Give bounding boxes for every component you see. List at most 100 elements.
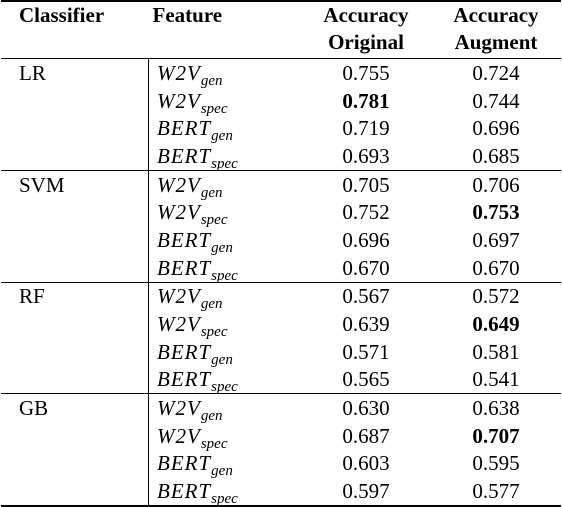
accuracy-original: 0.687 bbox=[342, 423, 390, 448]
table-row: W2Vspec 0.752 0.753 bbox=[1, 198, 561, 228]
accuracy-original: 0.571 bbox=[342, 339, 390, 364]
classifier: RF bbox=[19, 284, 45, 309]
accuracy-cell: 0.567 bbox=[301, 281, 431, 311]
accuracy-original: 0.696 bbox=[342, 227, 390, 252]
feature-cell: BERTspec bbox=[148, 253, 301, 284]
accuracy-original: 0.719 bbox=[342, 116, 390, 141]
accuracy-augment: 0.581 bbox=[472, 339, 520, 364]
classifier-cell bbox=[1, 142, 149, 170]
accuracy-cell: 0.541 bbox=[431, 366, 561, 394]
classifier-cell bbox=[1, 366, 149, 394]
accuracy-cell: 0.595 bbox=[431, 450, 561, 478]
feature-sub: gen bbox=[211, 128, 233, 145]
accuracy-cell: 0.697 bbox=[431, 226, 561, 254]
header-text: Feature bbox=[152, 3, 223, 27]
classifier-cell bbox=[1, 422, 149, 450]
classifier: GB bbox=[19, 396, 49, 421]
accuracy-augment: 0.638 bbox=[472, 396, 520, 421]
classifier-cell bbox=[1, 450, 149, 478]
feature-sub: spec bbox=[200, 324, 228, 341]
feature-sub: gen bbox=[200, 408, 223, 425]
accuracy-cell: 0.755 bbox=[301, 57, 431, 87]
accuracy-augment: 0.744 bbox=[472, 88, 520, 113]
accuracy-original: 0.755 bbox=[342, 60, 390, 85]
accuracy-cell: 0.639 bbox=[301, 310, 431, 338]
classifier-cell bbox=[1, 310, 149, 338]
accuracy-cell: 0.687 bbox=[301, 422, 431, 450]
accuracy-cell: 0.685 bbox=[431, 142, 561, 170]
feature-base: W2V bbox=[157, 200, 201, 225]
accuracy-augment: 0.724 bbox=[472, 60, 520, 85]
accuracy-cell: 0.719 bbox=[301, 114, 431, 142]
feature-cell: BERTgen bbox=[148, 114, 301, 145]
feature-base: BERT bbox=[157, 227, 212, 252]
accuracy-original: 0.639 bbox=[342, 312, 390, 337]
classifier-cell: SVM bbox=[1, 169, 149, 199]
feature-sub: spec bbox=[211, 379, 238, 396]
accuracy-cell: 0.649 bbox=[431, 310, 561, 338]
feature-base: W2V bbox=[157, 172, 201, 197]
feature-cell: W2Vspec bbox=[148, 86, 301, 116]
table-row: BERTspec 0.597 0.577 bbox=[1, 477, 561, 507]
accuracy-cell: 0.706 bbox=[431, 169, 561, 199]
table-row: RF W2Vgen 0.567 0.572 bbox=[1, 281, 561, 313]
accuracy-original: 0.603 bbox=[342, 451, 390, 476]
table-row: BERTspec 0.670 0.670 bbox=[1, 253, 561, 284]
header-cell: Feature bbox=[148, 0, 301, 59]
feature-cell: BERTgen bbox=[148, 226, 301, 257]
feature-base: W2V bbox=[157, 88, 201, 113]
accuracy-cell: 0.581 bbox=[431, 338, 561, 366]
feature-base: BERT bbox=[157, 367, 212, 392]
accuracy-original: 0.630 bbox=[342, 396, 390, 421]
table-row: W2Vspec 0.781 0.744 bbox=[1, 86, 561, 116]
feature-cell: BERTspec bbox=[148, 142, 301, 173]
accuracy-augment: 0.696 bbox=[472, 116, 520, 141]
classifier-cell bbox=[1, 87, 149, 115]
accuracy-cell: 0.565 bbox=[301, 366, 431, 394]
accuracy-original: 0.752 bbox=[342, 200, 390, 225]
accuracy-cell: 0.670 bbox=[301, 254, 431, 282]
table-row: BERTgen 0.696 0.697 bbox=[1, 226, 561, 257]
accuracy-cell: 0.696 bbox=[301, 226, 431, 254]
feature-sub: gen bbox=[211, 463, 233, 480]
accuracy-cell: 0.571 bbox=[301, 338, 431, 366]
feature-cell: W2Vspec bbox=[148, 421, 301, 451]
accuracy-cell: 0.705 bbox=[301, 169, 431, 199]
table-row: SVM W2Vgen 0.705 0.706 bbox=[1, 169, 561, 200]
accuracy-cell: 0.753 bbox=[431, 198, 561, 226]
classifier-cell: GB bbox=[1, 393, 149, 422]
feature-base: BERT bbox=[157, 479, 212, 504]
header-text: Original bbox=[328, 30, 404, 54]
header-text: Accuracy bbox=[453, 3, 539, 27]
classifier: SVM bbox=[19, 172, 65, 197]
accuracy-cell: 0.744 bbox=[431, 87, 561, 115]
table-row: BERTspec 0.693 0.685 bbox=[1, 142, 561, 173]
feature-base: BERT bbox=[157, 451, 212, 476]
classifier-cell: LR bbox=[1, 57, 149, 87]
table-row: GB W2Vgen 0.630 0.638 bbox=[1, 393, 561, 425]
accuracy-augment: 0.649 bbox=[472, 312, 520, 337]
feature-sub: gen bbox=[200, 296, 223, 313]
table-row: BERTgen 0.603 0.595 bbox=[1, 449, 561, 480]
header-text: Accuracy bbox=[323, 3, 409, 27]
header-row: Classifier Feature Accuracy Original Accurac… bbox=[1, 0, 561, 59]
header-text: Augment bbox=[454, 30, 538, 54]
accuracy-cell: 0.577 bbox=[431, 477, 561, 507]
table-row: BERTgen 0.719 0.696 bbox=[1, 114, 561, 145]
feature-base: BERT bbox=[157, 255, 212, 280]
accuracy-cell: 0.597 bbox=[301, 477, 431, 507]
feature-sub: spec bbox=[211, 156, 238, 173]
feature-base: W2V bbox=[157, 396, 201, 421]
accuracy-cell: 0.630 bbox=[301, 393, 431, 422]
table-row: W2Vspec 0.687 0.707 bbox=[1, 421, 561, 451]
accuracy-augment: 0.753 bbox=[472, 200, 520, 225]
feature-sub: gen bbox=[211, 240, 233, 257]
accuracy-cell: 0.638 bbox=[431, 393, 561, 422]
feature-sub: gen bbox=[200, 73, 223, 90]
feature-cell: W2Vgen bbox=[148, 57, 301, 90]
feature-sub: spec bbox=[211, 267, 238, 284]
classifier: LR bbox=[19, 60, 46, 85]
accuracy-original: 0.597 bbox=[342, 479, 390, 504]
